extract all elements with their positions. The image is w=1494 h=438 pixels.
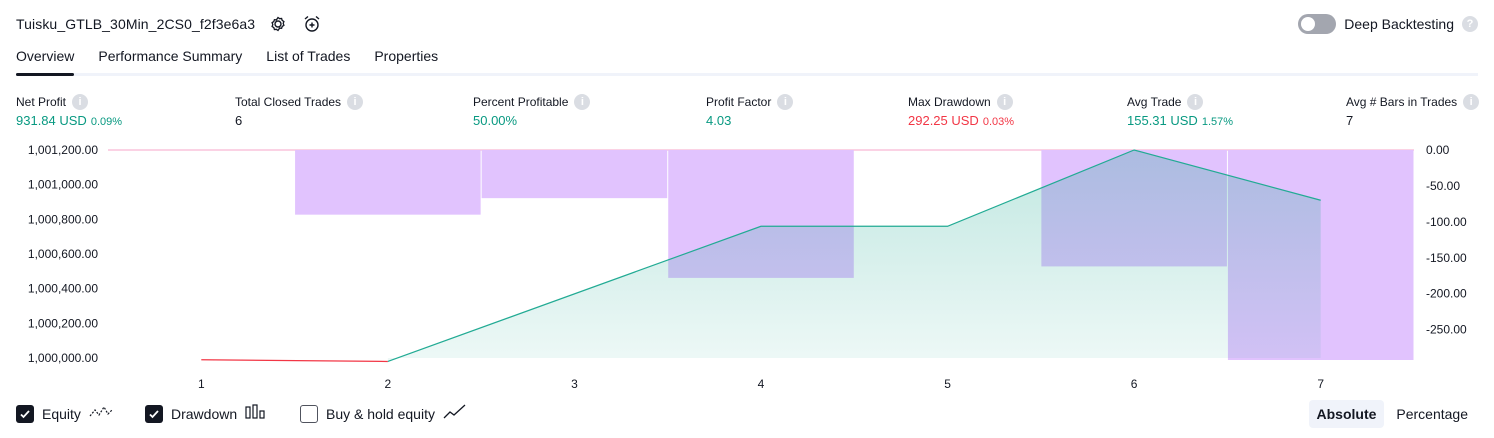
drawdown-checkbox[interactable] (145, 404, 163, 423)
absolute-button[interactable]: Absolute (1308, 400, 1385, 428)
right-axis-tick: -100.00 (1426, 215, 1467, 229)
help-icon[interactable]: ? (1462, 16, 1478, 32)
metric-label: Profit Factor (706, 95, 772, 109)
right-axis-tick: -250.00 (1426, 323, 1467, 337)
metric-max-drawdown: Max Drawdown i 292.25 USD 0.03% (908, 94, 1014, 128)
metric-net-profit: Net Profit i 931.84 USD 0.09% (16, 94, 122, 128)
left-axis-tick: 1,000,200.00 (28, 316, 98, 330)
metric-percent-profitable: Percent Profitable i 50.00% (473, 94, 591, 128)
left-axis-tick: 1,001,200.00 (28, 143, 98, 157)
metric-label: Max Drawdown (908, 95, 991, 109)
equity-toggle[interactable]: Equity (16, 404, 113, 423)
metric-value: 931.84 USD (16, 113, 87, 128)
metric-value: 155.31 USD (1127, 113, 1198, 128)
equity-checkbox[interactable] (16, 404, 34, 423)
x-axis-tick: 1 (198, 377, 205, 391)
strategy-title: Tuisku_GTLB_30Min_2CS0_f2f3e6a3 (16, 16, 256, 32)
info-icon[interactable]: i (1463, 94, 1480, 110)
info-icon[interactable]: i (347, 94, 364, 110)
metric-percent: 0.03% (982, 116, 1015, 128)
tab-list-of-trades[interactable]: List of Trades (266, 48, 351, 64)
x-axis-tick: 5 (944, 377, 951, 391)
x-axis-tick: 7 (1317, 377, 1324, 391)
metric-total-closed-trades: Total Closed Trades i 6 (235, 94, 364, 128)
left-axis-tick: 1,001,000.00 (28, 178, 98, 192)
buy-hold-toggle[interactable]: Buy & hold equity (300, 404, 467, 423)
metric-label: Avg Trade (1127, 95, 1182, 109)
metric-value: 4.03 (706, 113, 732, 128)
drawdown-label: Drawdown (171, 405, 238, 422)
metric-profit-factor: Profit Factor i 4.03 (706, 94, 794, 128)
percentage-button[interactable]: Percentage (1396, 406, 1468, 422)
metric-label: Percent Profitable (473, 95, 569, 109)
drawdown-toggle[interactable]: Drawdown (145, 404, 267, 423)
strategy-header: Tuisku_GTLB_30Min_2CS0_f2f3e6a3 (16, 12, 323, 36)
tab-properties[interactable]: Properties (374, 48, 439, 64)
x-axis-tick: 2 (385, 377, 392, 391)
equity-label: Equity (42, 405, 81, 422)
equity-area (387, 150, 1321, 362)
info-icon[interactable]: i (1187, 94, 1204, 110)
info-icon[interactable]: i (72, 94, 89, 110)
right-axis-tick: -50.00 (1426, 179, 1460, 193)
value-mode-switch: Absolute Percentage (1308, 400, 1477, 428)
metric-label: Net Profit (16, 95, 67, 109)
tab-overview[interactable]: Overview (16, 44, 75, 76)
metric-avg-bars: Avg # Bars in Trades i 7 (1346, 94, 1480, 128)
metric-value: 7 (1346, 113, 1354, 128)
info-icon[interactable]: i (777, 94, 794, 110)
drawdown-bars-icon (245, 404, 267, 423)
equity-loss-segment (201, 359, 388, 363)
buy-hold-label: Buy & hold equity (326, 405, 435, 422)
deep-backtesting-toggle[interactable] (1298, 14, 1337, 34)
right-axis-tick: -150.00 (1426, 251, 1467, 265)
left-axis-tick: 1,000,600.00 (28, 247, 98, 261)
x-axis-tick: 4 (758, 377, 765, 391)
deep-backtesting: Deep Backtesting ? (1298, 12, 1478, 36)
metric-value: 292.25 USD (908, 113, 979, 128)
x-axis-tick: 3 (571, 377, 578, 391)
equity-line (387, 149, 1321, 363)
alarm-add-icon[interactable] (301, 13, 323, 35)
metric-value: 50.00% (473, 113, 518, 128)
info-icon[interactable]: i (996, 94, 1013, 110)
metric-label: Total Closed Trades (235, 95, 342, 109)
equity-drawdown-chart[interactable]: 1,000,000.00 1,000,200.00 1,000,400.00 1,00… (0, 140, 1494, 400)
metric-label: Avg # Bars in Trades (1346, 95, 1458, 109)
metric-value: 6 (235, 113, 243, 128)
settings-icon[interactable] (267, 13, 289, 35)
metric-avg-trade: Avg Trade i 155.31 USD 1.57% (1127, 94, 1233, 128)
metric-percent: 0.09% (90, 116, 123, 128)
metric-percent: 1.57% (1201, 116, 1234, 128)
drawdown-bar (481, 150, 668, 199)
left-axis-tick: 1,000,400.00 (28, 282, 98, 296)
buy-hold-checkbox[interactable] (300, 404, 318, 423)
tab-performance-summary[interactable]: Performance Summary (98, 48, 243, 64)
right-axis-tick: -200.00 (1426, 287, 1467, 301)
left-axis-tick: 1,000,800.00 (28, 212, 98, 226)
tab-bar: Overview Performance Summary List of Tra… (16, 44, 1478, 76)
info-icon[interactable]: i (574, 94, 591, 110)
equity-line-icon (89, 404, 113, 423)
left-axis-tick: 1,000,000.00 (28, 351, 98, 365)
drawdown-bar (295, 150, 481, 215)
right-axis-tick: 0.00 (1426, 143, 1450, 157)
buy-hold-line-icon (443, 404, 467, 423)
x-axis-tick: 6 (1131, 377, 1138, 391)
deep-backtesting-label: Deep Backtesting (1344, 16, 1454, 32)
